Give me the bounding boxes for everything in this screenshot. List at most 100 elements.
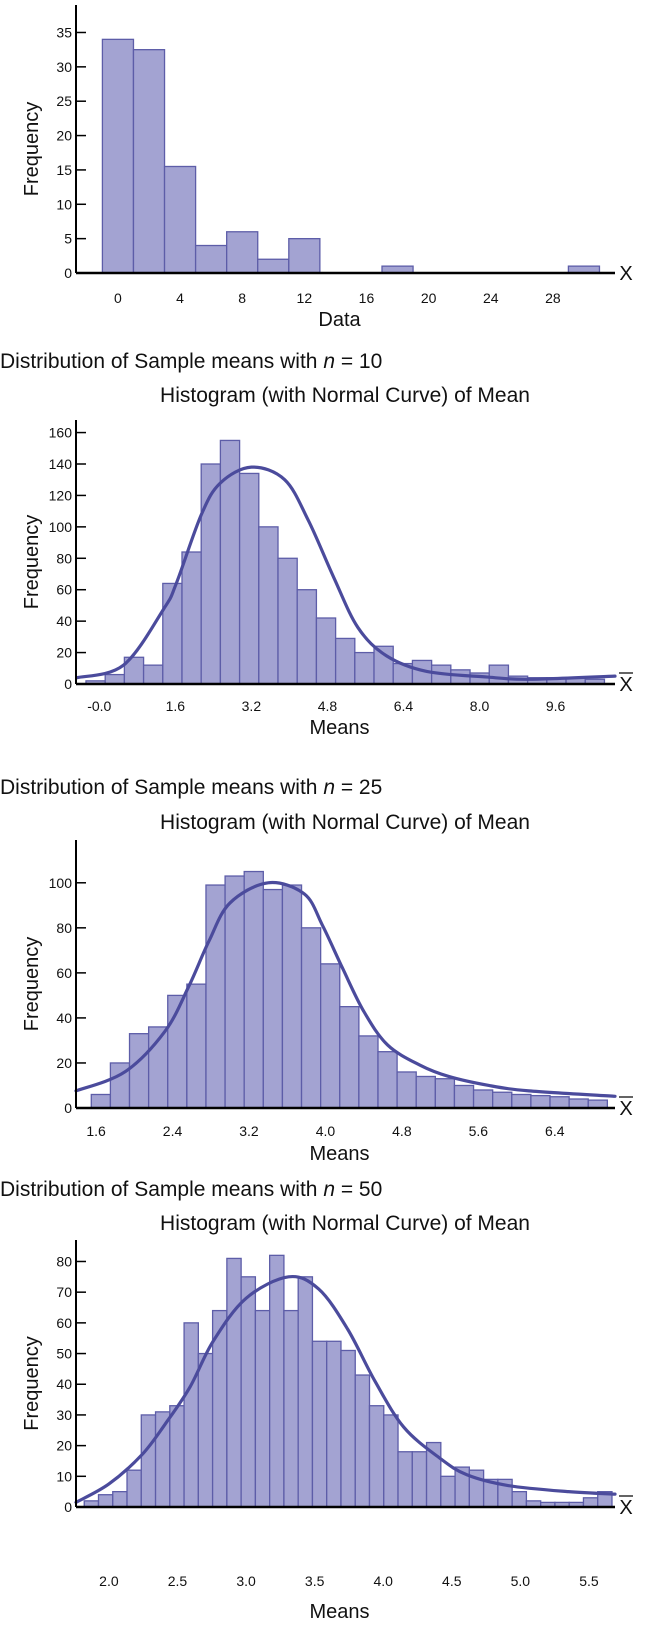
histogram-bar — [354, 1374, 371, 1508]
histogram-bar — [530, 1094, 551, 1109]
chart-3-title: Distribution of Sample means with n = 25 — [0, 776, 382, 799]
histogram-bar — [128, 1033, 150, 1109]
histogram-bar — [243, 870, 264, 1109]
x-tick-label: 5.0 — [511, 1573, 531, 1589]
y-tick-label: 80 — [56, 920, 72, 936]
chart-4: 0 10 20 30 40 50 60 70 80 2.0 2.5 3.0 3.5 4.0 4.5 5.0 5.… — [21, 1240, 633, 1623]
chart-2-subtitle: Histogram (with Normal Curve) of Mean — [160, 384, 530, 407]
x-tick-label: -0.0 — [87, 698, 111, 714]
histogram-bar — [288, 237, 321, 274]
x-tick-label: 24 — [483, 290, 499, 306]
x-tick-label: 3.2 — [239, 1123, 259, 1139]
histogram-bar — [511, 1491, 528, 1508]
histogram-bar — [440, 1475, 456, 1508]
histogram-bar — [238, 472, 260, 685]
x-tick-label: 4.8 — [318, 698, 338, 714]
x-axis-label: Means — [309, 1601, 369, 1623]
y-axis-label: Frequency — [21, 1336, 43, 1431]
y-axis-label: Frequency — [21, 937, 43, 1032]
chart-2-title: Distribution of Sample means with n = 10 — [0, 350, 382, 373]
histogram-bar — [549, 1096, 570, 1109]
histogram-bar — [283, 1309, 299, 1508]
histogram-bar — [472, 1089, 494, 1109]
y-tick-label: 160 — [49, 425, 73, 441]
x-tick-label: 5.6 — [469, 1123, 489, 1139]
histogram-bar — [162, 582, 183, 685]
histogram-bar — [296, 589, 318, 685]
y-tick-label: 70 — [56, 1284, 72, 1300]
x-tick-label: 6.4 — [394, 698, 414, 714]
histogram-bar — [315, 617, 337, 685]
histogram-bar — [281, 884, 303, 1109]
x-tick-label: 4.5 — [442, 1573, 462, 1589]
histogram-bar — [226, 231, 259, 274]
histogram-bar — [142, 664, 164, 685]
x-tick-label: 3.0 — [236, 1573, 256, 1589]
x-tick-label: 28 — [545, 290, 561, 306]
y-tick-label: 60 — [56, 965, 72, 981]
normal-curve — [75, 465, 617, 681]
histogram-bar — [300, 927, 322, 1109]
axis-end-label: X — [619, 263, 632, 285]
x-tick-label: 4.0 — [316, 1123, 336, 1139]
normal-curve — [74, 880, 617, 1098]
y-tick-label: 30 — [56, 1407, 72, 1423]
y-tick-label: 40 — [56, 613, 72, 629]
histogram-bar — [258, 526, 279, 685]
x-tick-label: 8.0 — [470, 698, 490, 714]
x-tick-label: 4.0 — [373, 1573, 393, 1589]
y-tick-label: 0 — [64, 676, 72, 692]
histogram-bar — [240, 1276, 257, 1508]
axis-end-label: X — [619, 674, 632, 696]
histogram-bar — [104, 673, 126, 685]
histogram-bar — [453, 1084, 475, 1109]
x-tick-label: 4 — [176, 290, 184, 306]
histogram-bar — [163, 165, 197, 274]
histogram-bar — [377, 1051, 398, 1109]
chart-3-subtitle: Histogram (with Normal Curve) of Mean — [160, 811, 530, 834]
y-tick-label: 0 — [64, 1100, 72, 1116]
x-axis-label: Means — [309, 717, 369, 739]
histogram-bar — [568, 1098, 589, 1109]
x-tick-label: 8 — [238, 290, 246, 306]
y-tick-label: 10 — [56, 1468, 72, 1484]
x-tick-label: 12 — [297, 290, 313, 306]
histogram-bar — [224, 875, 245, 1109]
histogram-bar — [186, 983, 207, 1109]
histogram-bar — [97, 1494, 114, 1508]
x-tick-label: 1.6 — [86, 1123, 106, 1139]
y-tick-label: 0 — [64, 1499, 72, 1515]
histogram-bar — [334, 637, 356, 685]
chart-3: 0 20 40 60 80 100 1.6 2.4 3.2 4.0 4.8 5.6 6.4 Means Fr… — [21, 840, 633, 1165]
y-axis-label: Frequency — [21, 515, 43, 610]
histogram-bar — [181, 551, 202, 685]
x-tick-label: 5.5 — [579, 1573, 599, 1589]
x-tick-label: 6.4 — [545, 1123, 565, 1139]
y-tick-label: 50 — [56, 1346, 72, 1362]
histogram-bar — [226, 1257, 242, 1508]
histogram-bar — [90, 1093, 112, 1109]
y-tick-label: 5 — [64, 231, 72, 247]
y-tick-label: 100 — [49, 875, 73, 891]
histogram-bar — [368, 1405, 385, 1508]
x-tick-label: 16 — [359, 290, 375, 306]
y-tick-label: 20 — [56, 1055, 72, 1071]
y-tick-label: 80 — [56, 550, 72, 566]
y-tick-label: 0 — [64, 265, 72, 281]
y-tick-label: 120 — [49, 487, 73, 503]
histogram-bar — [358, 1035, 379, 1109]
x-tick-label: 4.8 — [392, 1123, 412, 1139]
histogram-bar — [396, 1071, 417, 1109]
histogram-bar — [434, 1078, 456, 1109]
y-tick-label: 35 — [56, 24, 72, 40]
histogram-bar — [126, 1469, 142, 1508]
y-tick-label: 10 — [56, 196, 72, 212]
histogram-bar — [354, 651, 375, 685]
y-tick-label: 40 — [56, 1010, 72, 1026]
histogram-bar — [582, 1497, 599, 1508]
chart-4-subtitle: Histogram (with Normal Curve) of Mean — [160, 1212, 530, 1235]
histogram-bar — [511, 1093, 532, 1109]
normal-curve — [74, 1274, 617, 1504]
y-tick-label: 100 — [49, 519, 73, 535]
x-tick-label: 20 — [421, 290, 437, 306]
